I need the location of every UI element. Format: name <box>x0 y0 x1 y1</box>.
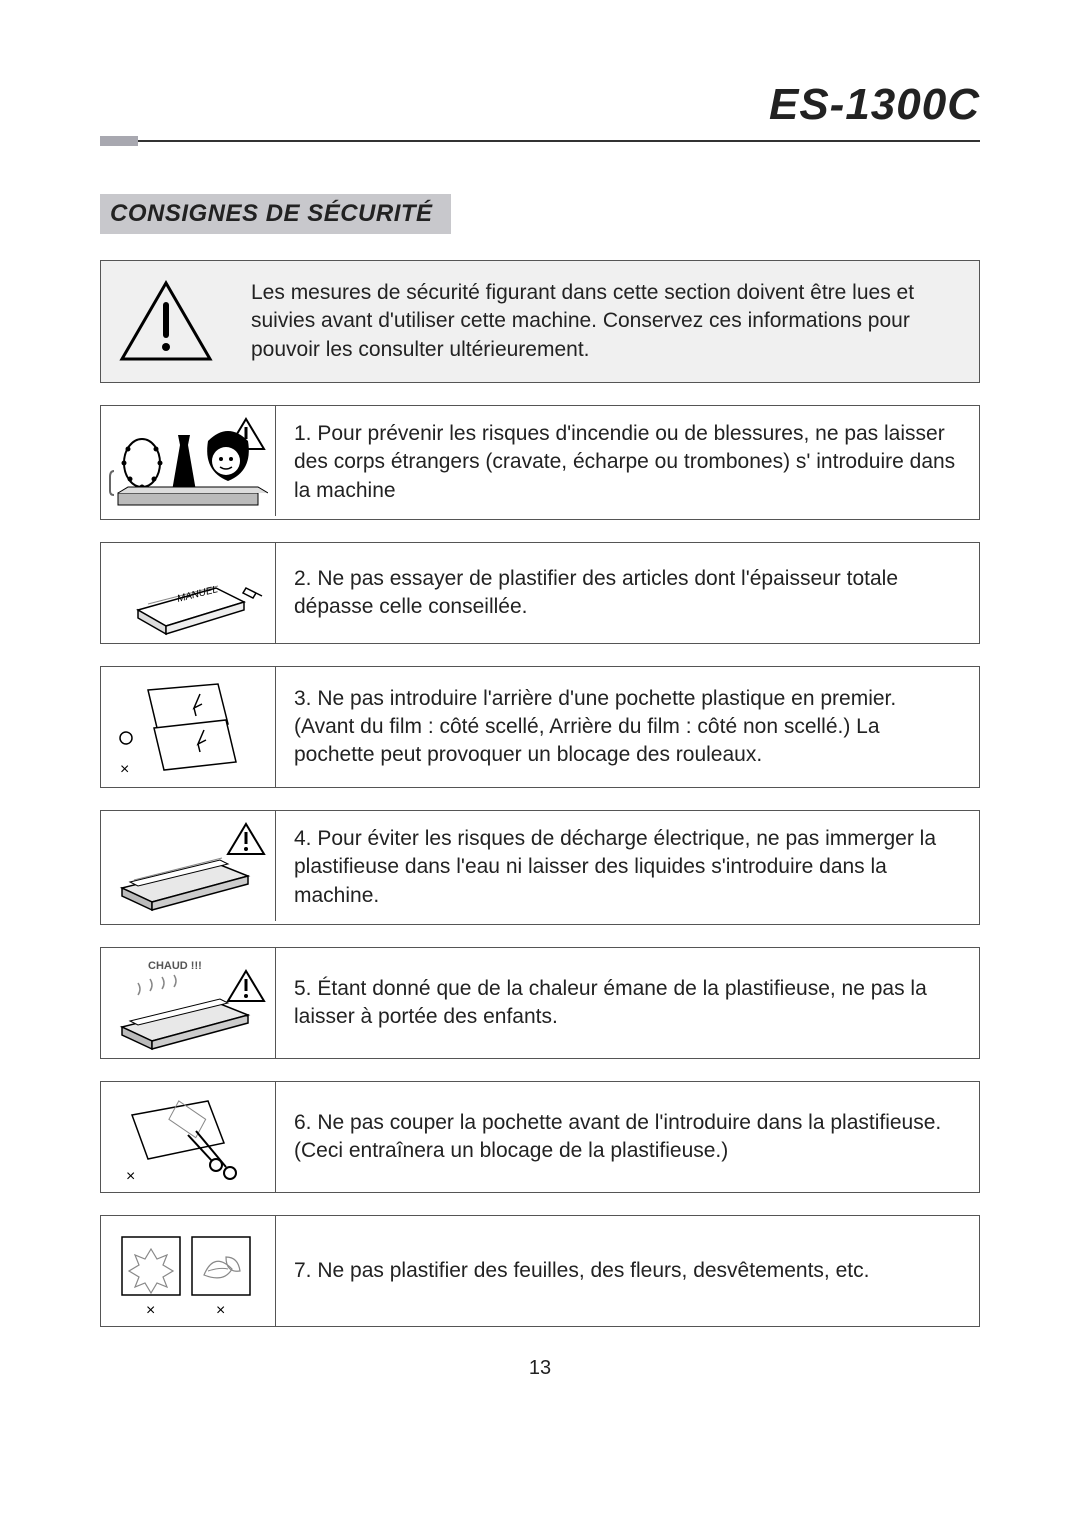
safety-text-4: 4. Pour éviter les risques de décharge é… <box>276 811 979 924</box>
svg-text:×: × <box>126 1168 135 1185</box>
svg-text:×: × <box>216 1302 225 1319</box>
safety-text-1: 1. Pour prévenir les risques d'incendie … <box>276 406 979 519</box>
safety-item-7: × × 7. Ne pas plastifier des feuilles, d… <box>100 1215 980 1327</box>
model-number: ES-1300C <box>100 80 980 130</box>
caution-icon <box>101 261 231 382</box>
intro-text: Les mesures de sécurité figurant dans ce… <box>231 261 979 382</box>
safety-item-5: CHAUD !!! 5. Étant donné que de la chale… <box>100 947 980 1059</box>
illustration-no-water <box>101 811 276 921</box>
safety-text-2: 2. Ne pas essayer de plastifier des arti… <box>276 543 979 643</box>
safety-item-2: MANUEL 2. Ne pas essayer de plastifier d… <box>100 542 980 644</box>
safety-item-4: 4. Pour éviter les risques de décharge é… <box>100 810 980 925</box>
safety-item-1: 1. Pour prévenir les risques d'incendie … <box>100 405 980 520</box>
title-rule <box>100 136 980 146</box>
svg-text:×: × <box>146 1302 155 1319</box>
illustration-no-leaves-flowers: × × <box>101 1216 276 1326</box>
illustration-pouch-direction: × <box>101 667 276 787</box>
illustration-necktie-hazard <box>101 406 276 516</box>
illustration-no-cutting: × <box>101 1082 276 1192</box>
safety-text-3: 3. Ne pas introduire l'arrière d'une poc… <box>276 667 979 787</box>
svg-text:CHAUD !!!: CHAUD !!! <box>148 960 202 972</box>
svg-text:×: × <box>120 761 129 778</box>
intro-warning-box: Les mesures de sécurité figurant dans ce… <box>100 260 980 383</box>
illustration-hot-surface: CHAUD !!! <box>101 948 276 1058</box>
illustration-thick-manual: MANUEL <box>101 543 276 643</box>
section-heading: CONSIGNES DE SÉCURITÉ <box>100 194 451 234</box>
page-number: 13 <box>100 1357 980 1380</box>
safety-item-6: × 6. Ne pas couper la pochette avant de … <box>100 1081 980 1193</box>
safety-item-3: × 3. Ne pas introduire l'arrière d'une p… <box>100 666 980 788</box>
safety-text-5: 5. Étant donné que de la chaleur émane d… <box>276 948 979 1058</box>
safety-text-6: 6. Ne pas couper la pochette avant de l'… <box>276 1082 979 1192</box>
safety-text-7: 7. Ne pas plastifier des feuilles, des f… <box>276 1216 887 1326</box>
